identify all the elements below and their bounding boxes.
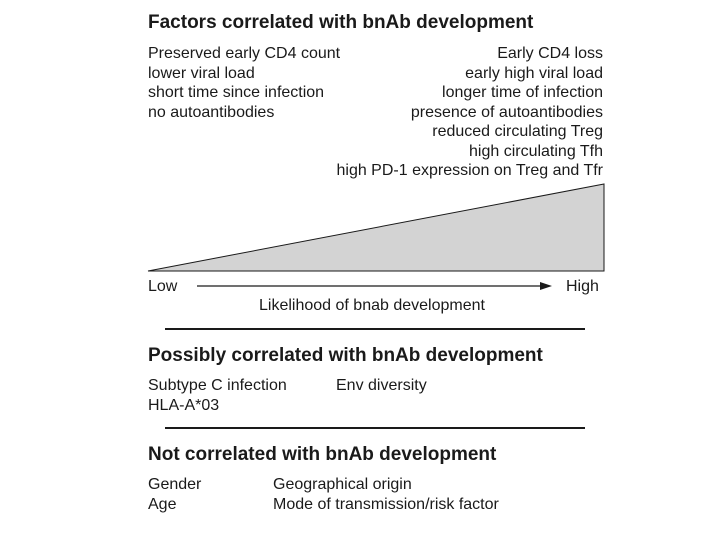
list-item: high PD-1 expression on Treg and Tfr xyxy=(336,162,603,179)
section3-col1: Gender Age xyxy=(148,475,201,514)
list-item: short time since infection xyxy=(148,84,325,101)
arrow-head-icon xyxy=(540,282,552,290)
list-item: Env diversity xyxy=(336,377,427,394)
list-item: Mode of transmission/risk factor xyxy=(273,495,499,513)
list-item: reduced circulating Treg xyxy=(432,123,603,140)
list-item: Early CD4 loss xyxy=(497,45,603,62)
list-item: Preserved early CD4 count xyxy=(148,45,341,62)
list-item: Geographical origin xyxy=(273,476,412,493)
list-item: lower viral load xyxy=(148,64,255,82)
list-item: HLA-A*03 xyxy=(148,396,220,414)
section2-title: Possibly correlated with bnAb developmen… xyxy=(148,345,543,366)
list-item: no autoantibodies xyxy=(148,103,275,121)
axis-caption: Likelihood of bnab development xyxy=(259,297,485,314)
likelihood-wedge xyxy=(147,183,605,272)
section1-title: Factors correlated with bnAb development xyxy=(148,12,534,33)
section2-col2: Env diversity xyxy=(336,376,427,396)
section-divider xyxy=(165,427,585,429)
axis-high-label: High xyxy=(566,278,599,295)
list-item: Subtype C infection xyxy=(148,377,287,394)
list-item: Age xyxy=(148,495,177,513)
section-divider xyxy=(165,328,585,330)
list-item: early high viral load xyxy=(465,64,603,82)
section1-left-list: Preserved early CD4 count lower viral lo… xyxy=(148,44,340,122)
list-item: high circulating Tfh xyxy=(469,142,603,160)
section1-right-list: Early CD4 loss early high viral load lon… xyxy=(336,44,603,181)
section3-col2: Geographical origin Mode of transmission… xyxy=(273,475,499,514)
section2-col1: Subtype C infection HLA-A*03 xyxy=(148,376,287,415)
list-item: presence of autoantibodies xyxy=(410,103,603,121)
list-item: longer time of infection xyxy=(442,84,603,101)
axis-low-label: Low xyxy=(148,278,178,295)
section3-title: Not correlated with bnAb development xyxy=(148,444,497,465)
list-item: Gender xyxy=(148,476,202,493)
